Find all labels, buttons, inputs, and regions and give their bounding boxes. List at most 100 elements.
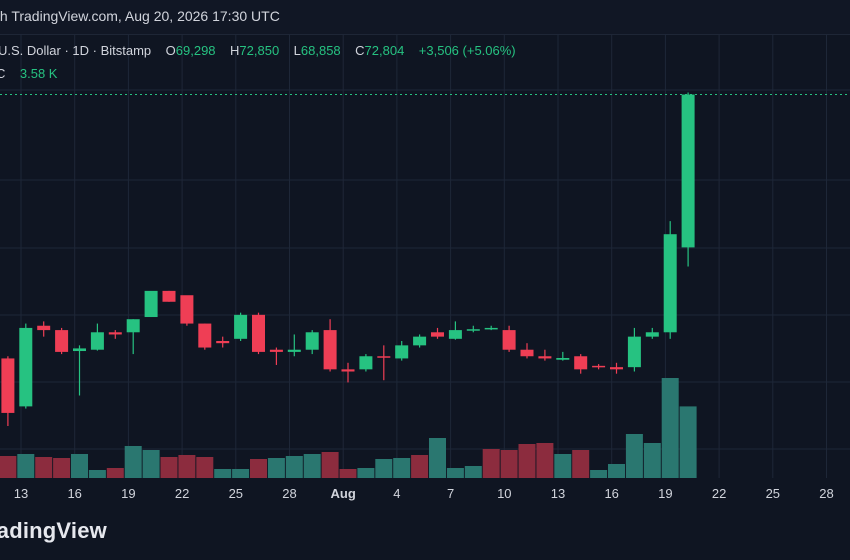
candle-body [520,349,534,357]
volume-bar [88,470,106,478]
volume-bar [232,469,250,478]
candle-body [180,295,194,324]
low-label: L [293,43,301,58]
volume-bar [482,449,500,478]
volume-legend: C 3.58 K [0,66,57,81]
x-tick-label: 19 [658,486,673,501]
volume-bar [661,378,679,478]
volume-bar [572,450,590,478]
candle-body [466,329,480,331]
volume-bar [71,454,88,478]
candle-body [663,234,677,333]
candle-body [538,356,552,359]
x-tick-label: 28 [282,486,297,501]
candle-body [252,314,265,352]
x-tick-label: 25 [228,486,244,501]
volume-bar [393,458,411,478]
volume-bar [321,452,339,478]
volume-bar [106,468,124,478]
change-value: +3,506 (+5.06%) [418,43,516,58]
volume-bar [608,464,625,478]
volume-value: 3.58 K [19,66,58,81]
volume-bar [142,450,160,478]
volume-bar [500,450,518,478]
candlestick-chart[interactable] [0,34,850,478]
volume-bar [518,444,536,478]
volume-bar [35,457,53,478]
volume-bar [214,469,232,478]
x-tick-label: 10 [497,486,512,501]
candle-body [484,327,498,330]
candle-body [216,341,230,344]
volume-bar [124,446,142,478]
candle-body [198,323,212,348]
candle-body [448,330,462,339]
volume-bar [375,459,393,478]
x-tick-label: 4 [393,486,401,501]
candle-body [162,290,176,302]
volume-bar [464,466,482,478]
x-tick-label: 13 [550,486,566,501]
candle-body [574,356,588,370]
close-label: C [355,43,365,58]
candle-body [19,327,33,407]
candle-body [269,349,283,352]
volume-label: C [0,66,6,81]
volume-bar [429,438,446,478]
volume-bar [446,468,464,478]
candle-body [234,314,248,339]
brand-wordmark: radingView [0,518,107,543]
candle-body [645,332,659,337]
candle-body [287,349,301,352]
volume-bar [303,454,321,478]
volume-bar [285,456,303,478]
candle-body [359,356,373,370]
x-tick-label: 13 [13,486,29,501]
candle-body [144,290,158,318]
candle-body [395,345,409,359]
candle-body [431,332,444,337]
volume-bar [625,434,643,478]
low-value: 68,858 [300,43,341,58]
volume-bar [0,456,17,478]
symbol-label: U.S. Dollar · 1D · Bitstamp [0,43,152,58]
volume-bar [267,458,285,478]
x-tick-label: 28 [819,486,834,501]
volume-bar [679,406,697,478]
candle-body [502,330,516,350]
x-tick-label: 22 [711,486,727,501]
candle-body [108,332,122,335]
volume-bar [17,454,35,478]
volume-bar [53,458,71,478]
header-text: th TradingView.com, Aug 20, 2026 17:30 U… [0,8,280,24]
candle-body [73,348,86,352]
volume-bar [411,455,429,478]
x-tick-label: 16 [604,486,619,501]
volume-bar [160,457,178,478]
x-tick-label: 16 [67,486,82,501]
candle-body [90,332,104,350]
header-bar: th TradingView.com, Aug 20, 2026 17:30 U… [0,0,850,35]
volume-bar [554,454,572,478]
candle-body [377,356,391,358]
volume-bar [357,468,375,478]
candle-body [126,319,140,333]
x-tick-label: 19 [121,486,136,501]
volume-bar [590,470,608,478]
ohlc-legend: U.S. Dollar · 1D · Bitstamp O69,298 H72,… [0,43,516,58]
open-label: O [165,43,176,58]
volume-bar [536,443,554,478]
high-value: 72,850 [239,43,280,58]
x-tick-label: 22 [174,486,190,501]
volume-bar [339,469,357,478]
volume-bar [250,459,267,478]
x-tick-label: Aug [330,486,356,501]
close-value: 72,804 [364,43,405,58]
candle-body [627,336,641,368]
x-tick-label: 7 [446,486,455,501]
candle-body [556,358,570,360]
candle-body [592,365,606,368]
candle-body [341,369,355,372]
volume-bar [643,443,661,478]
candle-body [37,325,51,331]
